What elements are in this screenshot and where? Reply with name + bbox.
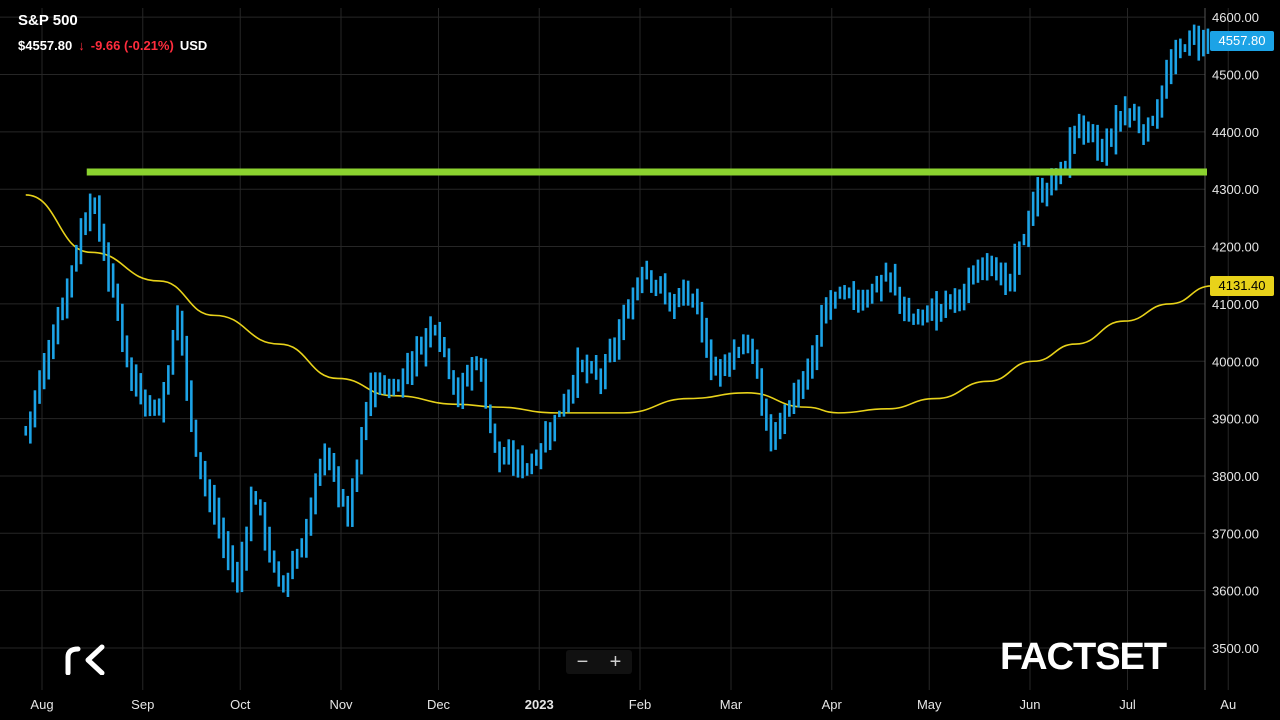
x-tick-label: Oct — [230, 697, 251, 712]
zoom-out-button[interactable]: − — [576, 650, 589, 673]
last-price-tag: 4557.80 — [1210, 31, 1274, 52]
y-axis-ticks: 3500.00 3600.00 3700.00 3800.00 3900.00 4000.… — [1212, 10, 1259, 656]
y-tick-label: 4000.00 — [1212, 354, 1259, 369]
y-tick-label: 4300.00 — [1212, 182, 1259, 197]
price-change: -9.66 (-0.21%) — [90, 38, 174, 53]
y-tick-label: 3500.00 — [1212, 641, 1259, 656]
y-tick-label: 3900.00 — [1212, 412, 1259, 427]
y-tick-label: 3700.00 — [1212, 526, 1259, 541]
x-tick-label: Sep — [131, 697, 154, 712]
moving-average-line — [25, 194, 1213, 414]
y-tick-label: 4200.00 — [1212, 240, 1259, 255]
y-tick-label: 4400.00 — [1212, 125, 1259, 140]
x-tick-label: Dec — [427, 697, 451, 712]
rk-logo-icon — [65, 644, 105, 675]
x-tick-label: Mar — [720, 697, 743, 712]
moving-average-tag: 4131.40 — [1210, 275, 1274, 296]
x-tick-label: Apr — [822, 697, 843, 712]
last-price: $4557.80 — [18, 38, 73, 53]
quote-line: $4557.80 ↓ -9.66 (-0.21%) USD — [18, 38, 207, 53]
x-tick-label: Feb — [629, 697, 651, 712]
x-tick-label: Jun — [1020, 697, 1041, 712]
x-tick-label: Au — [1220, 697, 1236, 712]
x-tick-label: 2023 — [525, 697, 554, 712]
chart-title: S&P 500 — [18, 12, 78, 29]
ohlc-bars-series — [24, 24, 1210, 597]
currency-label: USD — [179, 38, 208, 53]
y-tick-label: 4500.00 — [1212, 68, 1259, 83]
x-tick-label: Jul — [1119, 697, 1136, 712]
zoom-in-button[interactable]: + — [609, 650, 622, 673]
x-tick-label: May — [917, 697, 942, 712]
y-tick-label: 3600.00 — [1212, 584, 1259, 599]
grid-lines — [0, 8, 1229, 690]
x-axis-ticks: Aug Sep Oct Nov Dec 2023 Feb Mar Apr May Jun Jul Au — [30, 697, 1236, 712]
y-tick-label: 4100.00 — [1212, 297, 1259, 312]
moving-average-series — [25, 194, 1213, 414]
y-tick-label: 4600.00 — [1212, 10, 1259, 25]
zoom-controls: − + — [566, 650, 632, 674]
y-tick-label: 3800.00 — [1212, 469, 1259, 484]
factset-logo: FACTSET — [1000, 636, 1167, 678]
down-arrow-icon: ↓ — [78, 38, 85, 53]
x-tick-label: Aug — [30, 697, 53, 712]
x-tick-label: Nov — [329, 697, 353, 712]
